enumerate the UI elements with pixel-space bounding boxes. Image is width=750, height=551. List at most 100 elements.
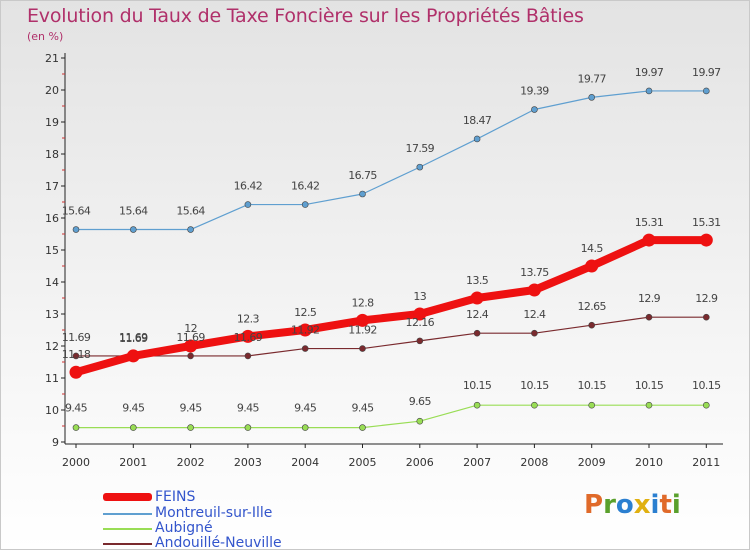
- data-label-andouill-neuville: 11.69: [176, 331, 205, 344]
- data-label-feins: 15.31: [692, 216, 721, 229]
- data-label-andouill-neuville: 11.92: [348, 324, 377, 337]
- data-label-feins: 14.5: [581, 242, 604, 255]
- legend-swatch-feins: [103, 493, 152, 501]
- series-line-montreuil-sur-ille: [75, 90, 707, 231]
- x-tick-label: 2000: [62, 456, 90, 469]
- data-point-aubign-: [702, 401, 710, 409]
- data-point-aubign-: [72, 424, 80, 431]
- data-point-andouill-neuville: [244, 352, 252, 360]
- data-label-montreuil-sur-ille: 16.42: [234, 180, 263, 193]
- data-point-montreuil-sur-ille: [416, 163, 424, 171]
- proxiti-logo: Proxiti: [584, 490, 681, 520]
- legend-swatch-aubigne: [103, 528, 152, 530]
- x-tick-label: 2009: [578, 456, 606, 469]
- data-label-aubign-: 9.45: [237, 402, 260, 415]
- data-point-aubign-: [187, 424, 194, 431]
- logo-letter: t: [659, 490, 672, 520]
- data-point-andouill-neuville: [702, 313, 710, 321]
- data-label-feins: 12.3: [237, 312, 260, 325]
- logo-letter: x: [633, 490, 651, 520]
- logo-letter: i: [650, 490, 660, 520]
- data-point-montreuil-sur-ille: [244, 201, 252, 208]
- data-point-aubign-: [416, 417, 424, 425]
- data-label-aubign-: 10.15: [463, 379, 492, 392]
- data-label-aubign-: 9.65: [409, 395, 432, 408]
- data-label-aubign-: 9.45: [65, 402, 88, 415]
- data-label-andouill-neuville: 12.9: [638, 292, 661, 305]
- y-tick-label: 15: [45, 244, 59, 257]
- data-point-andouill-neuville: [416, 337, 424, 345]
- data-label-montreuil-sur-ille: 15.64: [62, 205, 91, 218]
- data-label-feins: 11.18: [62, 348, 91, 361]
- data-label-aubign-: 10.15: [692, 379, 721, 392]
- legend-item-andouille: Andouillé-Neuville: [103, 535, 363, 551]
- data-label-andouill-neuville: 11.69: [62, 331, 91, 344]
- y-tick-label: 13: [45, 308, 59, 321]
- y-tick-label: 20: [45, 84, 59, 97]
- data-label-montreuil-sur-ille: 19.39: [520, 85, 549, 98]
- data-label-montreuil-sur-ille: 19.97: [635, 66, 664, 79]
- x-tick-label: 2004: [291, 456, 319, 469]
- data-label-montreuil-sur-ille: 18.47: [463, 114, 492, 127]
- data-label-andouill-neuville: 11.69: [119, 331, 148, 344]
- data-point-feins: [470, 291, 484, 305]
- data-point-andouill-neuville: [301, 345, 309, 352]
- legend-swatch-andouille: [103, 543, 152, 545]
- series-line-andouill-neuville: [75, 316, 707, 357]
- data-label-aubign-: 10.15: [577, 379, 606, 392]
- series-layer: [69, 87, 713, 431]
- data-label-montreuil-sur-ille: 17.59: [406, 142, 435, 155]
- y-tick-label: 18: [45, 148, 59, 161]
- data-point-andouill-neuville: [588, 321, 596, 329]
- data-point-feins: [126, 349, 140, 363]
- data-point-montreuil-sur-ille: [359, 190, 366, 198]
- data-label-montreuil-sur-ille: 19.77: [577, 72, 606, 85]
- data-point-feins: [413, 307, 427, 321]
- data-label-montreuil-sur-ille: 19.97: [692, 66, 721, 79]
- data-point-aubign-: [130, 424, 137, 431]
- data-point-feins: [298, 323, 312, 337]
- data-point-montreuil-sur-ille: [72, 226, 80, 233]
- y-tick-label: 17: [45, 180, 59, 193]
- logo-letter: o: [615, 490, 634, 520]
- data-label-montreuil-sur-ille: 15.64: [176, 205, 205, 218]
- data-label-aubign-: 9.45: [351, 402, 374, 415]
- legend-label-montreuil: Montreuil-sur-Ille: [155, 505, 273, 521]
- legend-item-aubigne: Aubigné: [103, 520, 363, 536]
- data-point-aubign-: [244, 424, 252, 431]
- data-label-andouill-neuville: 12.16: [406, 316, 435, 329]
- y-tick-label: 12: [45, 340, 59, 353]
- data-point-aubign-: [473, 401, 481, 409]
- data-label-feins: 15.31: [635, 216, 664, 229]
- data-label-feins: 12: [184, 322, 197, 335]
- logo-letter: r: [603, 490, 616, 520]
- y-tick-label: 9: [52, 436, 59, 449]
- data-point-feins: [527, 283, 541, 297]
- data-point-feins: [585, 259, 599, 273]
- data-point-feins: [699, 233, 713, 247]
- data-point-andouill-neuville: [645, 313, 653, 321]
- data-label-aubign-: 9.45: [180, 402, 203, 415]
- data-label-andouill-neuville: 12.65: [577, 300, 606, 313]
- data-point-montreuil-sur-ille: [531, 106, 538, 113]
- x-tick-label: 2002: [177, 456, 205, 469]
- chart-title: Evolution du Taux de Taxe Foncière sur l…: [27, 5, 584, 27]
- data-point-montreuil-sur-ille: [645, 87, 653, 95]
- x-tick-label: 2011: [692, 456, 720, 469]
- y-tick-label: 19: [45, 116, 59, 129]
- y-tick-label: 10: [45, 404, 59, 417]
- legend-item-feins: FEINS: [103, 489, 363, 505]
- data-label-andouill-neuville: 12.9: [695, 292, 718, 305]
- legend-label-aubigne: Aubigné: [155, 520, 213, 536]
- data-label-feins: 13.5: [466, 274, 489, 287]
- logo-letter: i: [671, 490, 681, 520]
- data-label-feins: 12.5: [294, 306, 317, 319]
- series-line-aubign-: [75, 404, 707, 429]
- data-point-andouill-neuville: [531, 329, 538, 337]
- data-label-aubign-: 9.45: [122, 402, 145, 415]
- legend-item-montreuil: Montreuil-sur-Ille: [103, 505, 363, 521]
- legend-label-feins: FEINS: [155, 489, 196, 505]
- data-point-andouill-neuville: [72, 352, 80, 360]
